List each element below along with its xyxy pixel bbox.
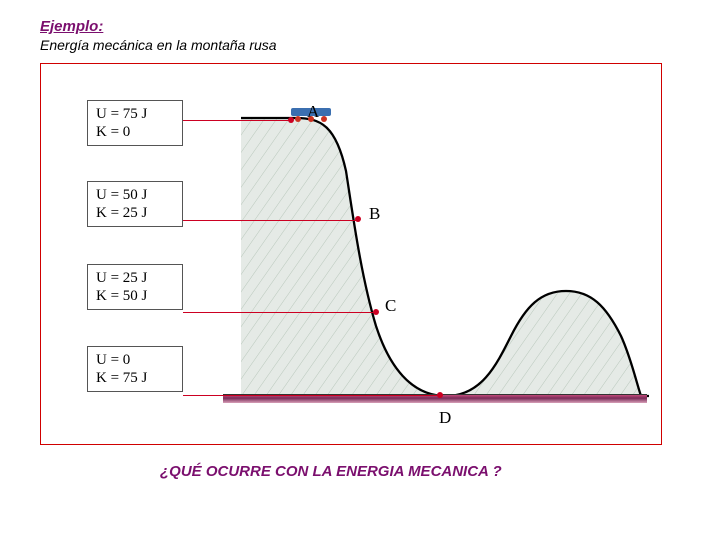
kinetic-energy-value: K = 25 J <box>96 204 174 222</box>
energy-box-d: U = 0K = 75 J <box>87 346 183 392</box>
connector-line <box>183 395 438 396</box>
diagram-container: U = 75 JK = 0AU = 50 JK = 25 JBU = 25 JK… <box>40 63 662 445</box>
energy-box-a: U = 75 JK = 0 <box>87 100 183 146</box>
kinetic-energy-value: K = 75 J <box>96 369 174 387</box>
energy-box-b: U = 50 JK = 25 J <box>87 181 183 227</box>
energy-box-c: U = 25 JK = 50 J <box>87 264 183 310</box>
question-text: ¿QUÉ OCURRE CON LA ENERGIA MECANICA ? <box>160 463 680 480</box>
point-label-c: C <box>385 296 396 316</box>
connector-line <box>183 312 373 313</box>
kinetic-energy-value: K = 50 J <box>96 287 174 305</box>
point-dot-b <box>355 216 361 222</box>
connector-line <box>183 120 289 121</box>
point-dot-a <box>288 117 294 123</box>
point-label-d: D <box>439 408 451 428</box>
potential-energy-value: U = 25 J <box>96 269 174 287</box>
cart-wheel <box>321 116 327 122</box>
page-subtitle: Energía mecánica en la montaña rusa <box>40 37 680 53</box>
point-dot-d <box>437 392 443 398</box>
track-svg <box>221 76 651 426</box>
point-label-a: A <box>307 102 319 122</box>
kinetic-energy-value: K = 0 <box>96 123 174 141</box>
potential-energy-value: U = 75 J <box>96 105 174 123</box>
cart-wheel <box>295 116 301 122</box>
point-label-b: B <box>369 204 380 224</box>
page-title: Ejemplo: <box>40 18 680 35</box>
potential-energy-value: U = 0 <box>96 351 174 369</box>
potential-energy-value: U = 50 J <box>96 186 174 204</box>
connector-line <box>183 220 356 221</box>
point-dot-c <box>373 309 379 315</box>
